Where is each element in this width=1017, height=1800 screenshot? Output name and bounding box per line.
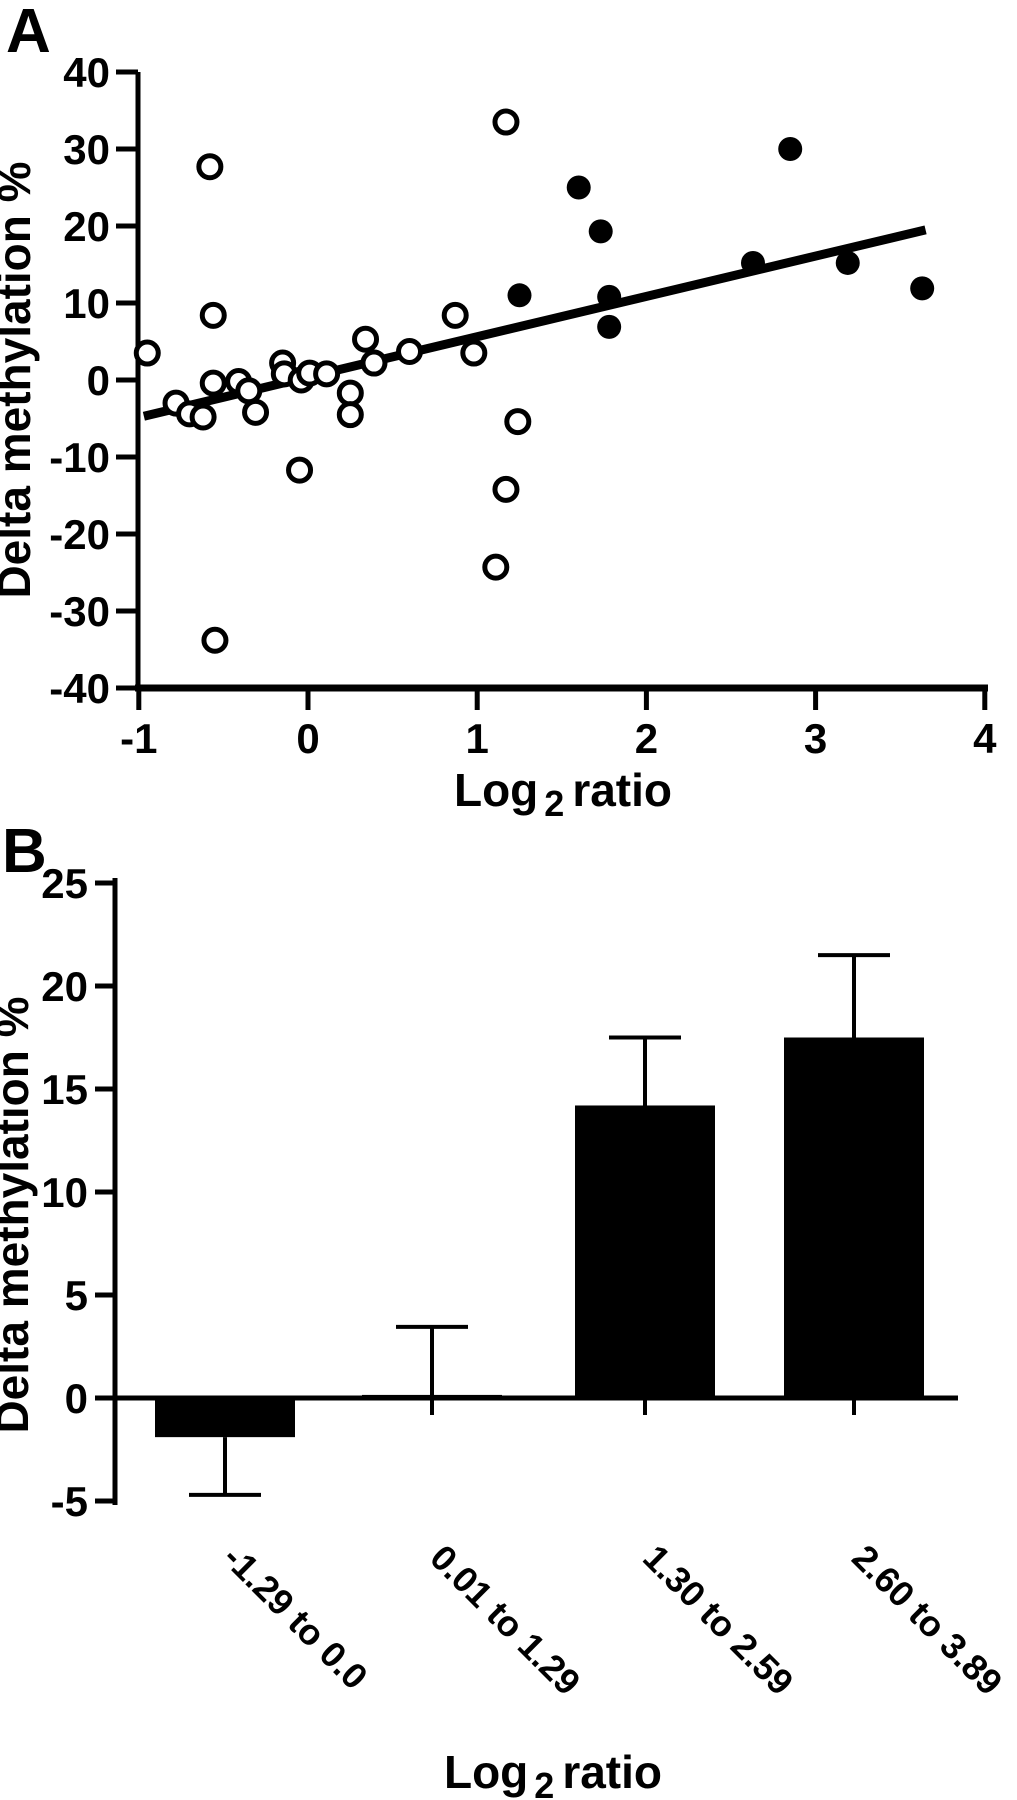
x-tick-label: -1 <box>120 715 157 762</box>
x-tick-label: 3 <box>804 715 827 762</box>
panel-a-label: A <box>6 0 51 66</box>
scatter-point-open <box>360 349 388 377</box>
x-axis-title: Log 2 ratio <box>454 764 672 824</box>
category-label: -1.29 to 0.0 <box>215 1537 376 1698</box>
scatter-point-filled <box>740 250 765 275</box>
y-tick-label: 0 <box>65 1375 88 1422</box>
scatter-point-filled <box>597 284 622 309</box>
scatter-point-open <box>133 339 161 367</box>
scatter-point-filled <box>597 314 622 339</box>
scatter-point-open <box>235 377 263 405</box>
scatter-point-open <box>196 153 224 181</box>
x-axis-title: Log 2 ratio <box>444 1746 662 1800</box>
x-tick-label: 4 <box>973 715 997 762</box>
y-axis-title: Delta methylation % <box>0 996 38 1433</box>
y-tick-label: -5 <box>51 1478 88 1525</box>
category-label: 1.30 to 2.59 <box>635 1537 801 1703</box>
x-tick-label: 1 <box>466 715 489 762</box>
scatter-point-filled <box>507 283 532 308</box>
scatter-point-filled <box>778 137 803 161</box>
y-tick-label: 0 <box>87 357 110 404</box>
scatter-point-open <box>504 408 532 436</box>
y-tick-label: -10 <box>49 434 110 481</box>
y-tick-label: 5 <box>65 1272 88 1319</box>
scatter-point-filled <box>566 175 591 200</box>
scatter-point-filled <box>910 276 935 301</box>
trend-line <box>142 225 927 421</box>
scatter-point-open <box>396 338 424 366</box>
scatter-point-open <box>189 403 217 431</box>
x-tick-label: 0 <box>296 715 319 762</box>
y-tick-label: 10 <box>63 280 110 327</box>
y-tick-label: 30 <box>63 126 110 173</box>
y-tick-label: -20 <box>49 511 110 558</box>
scatter-point-open <box>313 360 341 388</box>
y-tick-label: -30 <box>49 588 110 635</box>
scatter-point-filled <box>588 219 613 244</box>
scatter-point-open <box>460 339 488 367</box>
x-tick-label: 2 <box>635 715 658 762</box>
scatter-point-open <box>492 475 520 503</box>
bar <box>575 1105 715 1398</box>
scatter-point-open <box>201 626 229 654</box>
scatter-point-open <box>199 369 227 397</box>
scatter-point-open <box>242 398 270 426</box>
category-label: 2.60 to 3.89 <box>844 1537 1010 1703</box>
y-tick-label: 20 <box>63 203 110 250</box>
y-tick-label: 25 <box>41 860 88 907</box>
panel-b-chart: 25 20 15 10 5 0 -5 -1.29 to 0.0 0.01 to 1.29 1.30… <box>0 860 1011 1800</box>
scatter-point-open <box>199 301 227 329</box>
scatter-point-open <box>336 401 364 429</box>
bar <box>155 1398 295 1438</box>
scatter-point-open <box>482 553 510 581</box>
y-tick-label: -40 <box>49 665 110 712</box>
bar <box>784 1037 924 1398</box>
panel-b-label: B <box>2 817 47 886</box>
y-tick-label: 15 <box>41 1066 88 1113</box>
y-tick-label: 20 <box>41 963 88 1010</box>
scatter-point-filled <box>835 250 860 275</box>
category-label: 0.01 to 1.29 <box>422 1537 588 1703</box>
scatter-point-open <box>441 301 469 329</box>
y-axis-title: Delta methylation % <box>0 161 40 598</box>
scatter-point-open <box>492 108 520 136</box>
scatter-point-open <box>352 325 380 353</box>
y-tick-label: 10 <box>41 1169 88 1216</box>
y-tick-label: 40 <box>63 49 110 96</box>
scatter-point-open <box>286 456 314 484</box>
scatter-point-open <box>336 379 364 407</box>
